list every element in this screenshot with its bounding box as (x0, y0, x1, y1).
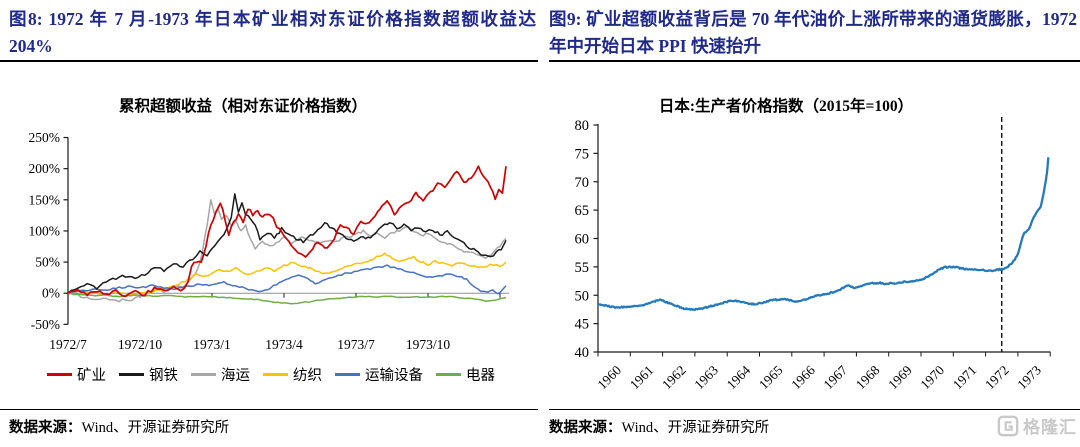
svg-text:1972/7: 1972/7 (49, 337, 87, 352)
svg-text:75: 75 (575, 146, 590, 162)
svg-text:1973/4: 1973/4 (265, 337, 303, 352)
gelonghui-watermark-text: 格隆汇 (1023, 418, 1077, 437)
svg-text:1966: 1966 (788, 362, 818, 392)
legend-label-transport-equipment: 运输设备 (365, 368, 423, 384)
legend-item-electronics: 电器 (436, 364, 495, 385)
figure9-caption-rule (549, 60, 1080, 62)
svg-text:50: 50 (575, 288, 590, 304)
legend-item-mining: 矿业 (47, 364, 106, 385)
svg-text:1964: 1964 (724, 362, 754, 392)
svg-text:1965: 1965 (756, 362, 786, 392)
legend-label-mining: 矿业 (77, 368, 106, 384)
svg-text:1972/10: 1972/10 (118, 337, 163, 352)
legend-swatch-steel (119, 373, 144, 376)
svg-text:100%: 100% (29, 223, 61, 238)
svg-text:1973: 1973 (1014, 362, 1044, 392)
legend-item-shipping: 海运 (191, 364, 250, 385)
figure9-source-value: Wind、开源证券研究所 (621, 420, 770, 436)
svg-text:65: 65 (575, 203, 590, 219)
legend-label-shipping: 海运 (221, 368, 250, 384)
svg-text:250%: 250% (29, 130, 61, 145)
figure8-source-value: Wind、开源证券研究所 (81, 420, 230, 436)
svg-text:1970: 1970 (917, 362, 947, 392)
figure8-caption: 图8: 1972 年 7 月-1973 年日本矿业相对东证价格指数超额收益达 2… (9, 9, 536, 56)
legend-label-electronics: 电器 (466, 368, 495, 384)
figure8-source-rule (0, 409, 538, 410)
svg-text:1967: 1967 (821, 362, 851, 392)
figure8-chart-title: 累积超额收益（相对东证价格指数） (118, 98, 367, 115)
svg-text:1973/7: 1973/7 (337, 337, 375, 352)
legend-swatch-transport-equipment (335, 373, 360, 376)
svg-text:1972: 1972 (982, 363, 1012, 393)
legend-label-textile: 纺织 (293, 368, 322, 384)
svg-text:1971: 1971 (950, 363, 980, 393)
figure8-caption-rule (0, 60, 538, 62)
figure8-legend: 矿业 钢铁 海运 纺织 运输设备 电器 (8, 364, 534, 385)
figure9-source: 数据来源：Wind、开源证券研究所 (549, 416, 769, 437)
figure9-chart-title: 日本:生产者价格指数（2015年=100） (658, 98, 914, 115)
svg-text:45: 45 (575, 317, 590, 333)
svg-text:50%: 50% (35, 255, 60, 270)
svg-text:1963: 1963 (691, 362, 721, 392)
svg-text:1973/10: 1973/10 (406, 337, 451, 352)
legend-swatch-mining (47, 373, 72, 376)
svg-text:1973/1: 1973/1 (193, 337, 231, 352)
legend-swatch-shipping (191, 373, 216, 376)
svg-text:80: 80 (575, 118, 590, 134)
legend-item-steel: 钢铁 (119, 364, 178, 385)
legend-item-transport-equipment: 运输设备 (335, 364, 423, 385)
gelonghui-watermark: 格隆汇 (997, 413, 1077, 438)
legend-item-textile: 纺织 (263, 364, 322, 385)
legend-label-steel: 钢铁 (149, 368, 178, 384)
figure8-source-label: 数据来源： (9, 420, 82, 436)
svg-text:1969: 1969 (885, 362, 915, 392)
legend-swatch-electronics (436, 373, 461, 376)
svg-text:1960: 1960 (594, 362, 624, 392)
svg-text:1961: 1961 (627, 363, 657, 393)
gelonghui-logo-icon (997, 415, 1019, 436)
figure9-source-label: 数据来源： (549, 420, 622, 436)
svg-text:55: 55 (575, 260, 590, 276)
svg-text:-50%: -50% (31, 317, 60, 332)
svg-text:70: 70 (575, 175, 590, 191)
svg-text:40: 40 (575, 345, 590, 361)
svg-text:60: 60 (575, 232, 590, 248)
figure8-source: 数据来源：Wind、开源证券研究所 (9, 416, 229, 437)
svg-text:150%: 150% (29, 192, 61, 207)
svg-text:200%: 200% (29, 161, 61, 176)
svg-text:1968: 1968 (853, 362, 883, 392)
svg-text:0%: 0% (42, 286, 60, 301)
legend-swatch-textile (263, 373, 288, 376)
svg-text:1962: 1962 (659, 363, 689, 393)
figure9-source-rule (549, 409, 1080, 410)
figure9-caption: 图9: 矿业超额收益背后是 70 年代油价上涨所带来的通货膨胀，1972 年中开… (549, 9, 1077, 56)
